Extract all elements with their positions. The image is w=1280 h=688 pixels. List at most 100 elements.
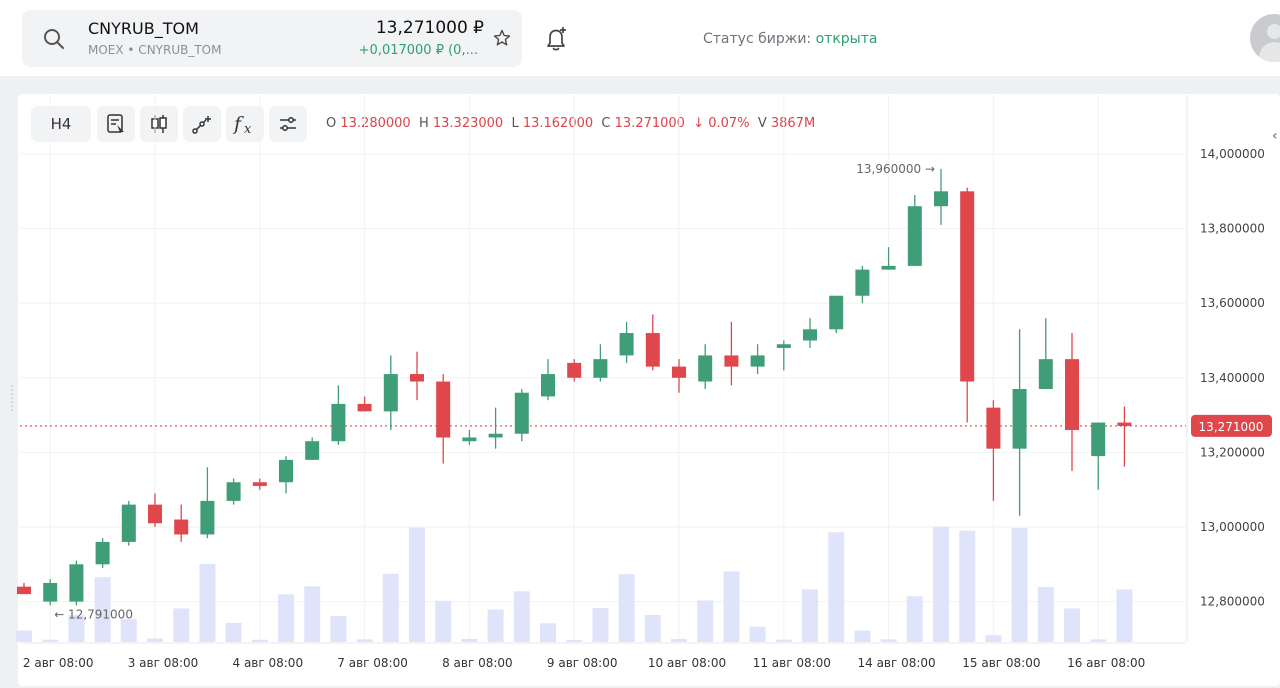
- candle-body: [541, 374, 555, 397]
- ticker-selector[interactable]: CNYRUB_TOM MOEX • CNYRUB_TOM 13,271000 ₽…: [22, 10, 522, 67]
- volume-bar: [461, 638, 478, 642]
- candle-body: [488, 433, 503, 438]
- x-tick-label: 10 авг 08:00: [648, 656, 726, 670]
- current-price: 13,271000 ₽: [375, 18, 484, 38]
- ticker-name: CNYRUB_TOM: [88, 19, 199, 38]
- candle-body: [357, 403, 372, 412]
- volume-bar: [775, 639, 792, 642]
- candle-body: [855, 269, 870, 296]
- volume-bar: [120, 619, 137, 642]
- volume-bar: [42, 639, 59, 642]
- volume-bar: [1116, 589, 1133, 642]
- current-price-label: 13,271000: [1199, 420, 1264, 434]
- candle-body: [672, 366, 686, 378]
- volume-bar: [749, 626, 766, 642]
- svg-text:x: x: [244, 122, 252, 136]
- y-tick-label: 13,400000: [1200, 371, 1265, 385]
- volume-label: V: [757, 116, 767, 131]
- svg-text:f: f: [232, 113, 244, 135]
- open-value: 13.280000: [340, 116, 411, 131]
- volume-bar: [933, 526, 949, 642]
- exchange-line: MOEX • CNYRUB_TOM: [88, 43, 222, 57]
- settings-icon[interactable]: [269, 106, 307, 142]
- timeframe-button[interactable]: H4: [31, 106, 91, 142]
- volume-bar: [592, 608, 609, 642]
- volume-bar: [802, 589, 818, 642]
- close-value: 13.271000: [614, 116, 685, 131]
- volume-bar: [356, 639, 373, 642]
- candle-body: [645, 333, 660, 367]
- min-price-label: ← 12,791000: [54, 607, 133, 621]
- volume-bar: [1037, 587, 1054, 642]
- candle-body: [148, 504, 162, 524]
- volume-bar: [251, 639, 268, 642]
- candle-body: [226, 482, 241, 501]
- candle-body: [69, 564, 84, 602]
- candle-body: [567, 362, 582, 378]
- x-tick-label: 7 авг 08:00: [337, 656, 408, 670]
- x-tick-label: 14 авг 08:00: [857, 656, 935, 670]
- x-tick-label: 2 авг 08:00: [23, 656, 94, 670]
- max-price-label: 13,960000 →: [856, 162, 935, 176]
- candle-body: [907, 206, 922, 266]
- volume-bar: [513, 591, 530, 642]
- volume-bar: [147, 638, 163, 642]
- current-price-badge: [1191, 414, 1272, 437]
- volume-bar: [16, 630, 32, 642]
- volume-bar: [435, 600, 452, 642]
- volume-bar: [644, 614, 661, 642]
- volume-bar: [880, 639, 897, 642]
- candle-body: [279, 459, 293, 483]
- high-label: H: [418, 116, 429, 131]
- open-label: O: [326, 116, 337, 131]
- volume-bar: [540, 623, 556, 642]
- indicators-icon[interactable]: [97, 106, 135, 142]
- candle-body: [514, 392, 529, 434]
- volume-bar: [330, 616, 347, 642]
- candle-body: [776, 344, 791, 348]
- candle-body: [95, 541, 110, 565]
- bell-plus-icon[interactable]: [543, 25, 569, 53]
- volume-bar: [854, 630, 871, 642]
- exchange-status: Статус биржи: открыта: [703, 31, 877, 47]
- candle-body: [331, 403, 346, 442]
- volume-bar: [618, 574, 635, 642]
- x-tick-label: 16 авг 08:00: [1067, 656, 1145, 670]
- candle-body: [200, 500, 215, 535]
- x-tick-label: 4 авг 08:00: [233, 656, 304, 670]
- candle-body: [986, 407, 1001, 449]
- volume-bar: [1011, 528, 1028, 642]
- volume-bar: [225, 622, 242, 642]
- candle-body: [593, 359, 608, 378]
- ohlc-legend: O 13.280000 H 13.323000 L 13.162000 C 13…: [326, 116, 815, 131]
- candle-body: [252, 482, 267, 486]
- candle-body: [1065, 359, 1079, 431]
- drawing-icon[interactable]: [183, 106, 221, 142]
- candle-body: [174, 519, 189, 535]
- star-icon[interactable]: [492, 28, 512, 48]
- candle-body: [1117, 422, 1132, 426]
- candle-body: [1012, 388, 1027, 449]
- search-icon[interactable]: [42, 27, 66, 51]
- volume-bar: [566, 640, 583, 642]
- volume-bar: [671, 638, 687, 642]
- candle-body: [462, 437, 477, 442]
- volume-bar: [382, 573, 399, 642]
- low-value: 13.162000: [522, 116, 594, 131]
- volume-bar: [906, 596, 923, 642]
- volume-value: 3867M: [770, 116, 816, 131]
- x-tick-label: 8 авг 08:00: [442, 656, 513, 670]
- high-value: 13.323000: [432, 116, 504, 131]
- candle-body: [1038, 359, 1053, 389]
- volume-bar: [487, 609, 504, 642]
- collapse-arrow-icon[interactable]: ‹: [1272, 128, 1278, 144]
- y-tick-label: 13,000000: [1200, 520, 1265, 534]
- x-tick-label: 11 авг 08:00: [753, 656, 831, 670]
- close-label: C: [601, 116, 611, 131]
- top-bar: CNYRUB_TOM MOEX • CNYRUB_TOM 13,271000 ₽…: [0, 0, 1280, 76]
- y-tick-label: 12,800000: [1200, 595, 1265, 609]
- y-tick-label: 13,200000: [1200, 445, 1265, 459]
- status-label: Статус биржи:: [703, 31, 816, 47]
